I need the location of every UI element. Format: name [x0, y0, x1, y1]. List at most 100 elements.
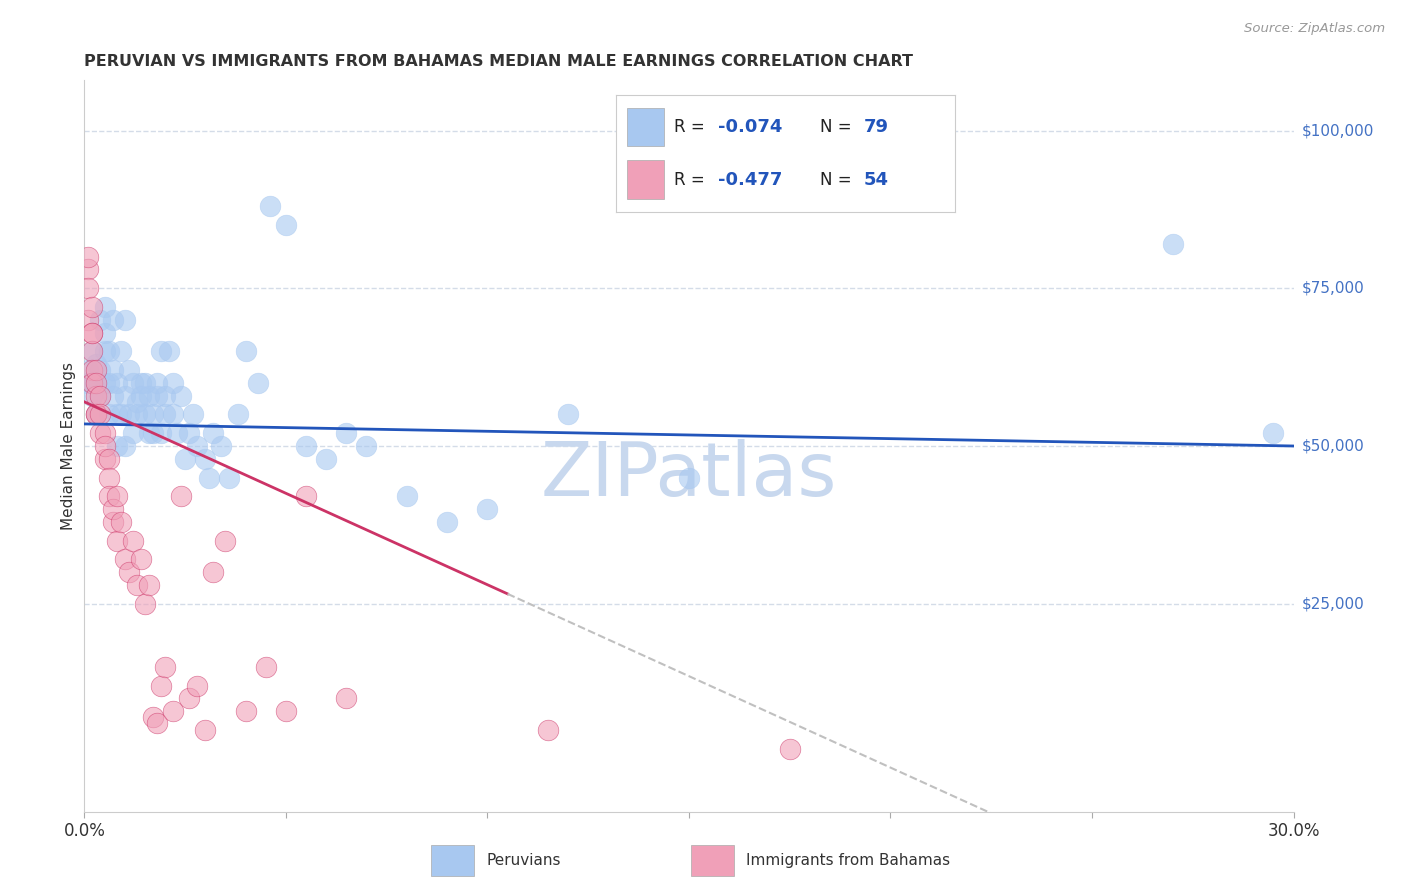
- Point: [162, 408, 184, 422]
- Text: R =: R =: [673, 170, 710, 189]
- Point: [209, 439, 232, 453]
- Point: [93, 376, 115, 390]
- Point: [129, 552, 152, 566]
- Text: N =: N =: [820, 170, 856, 189]
- Point: [101, 363, 124, 377]
- Point: [77, 262, 100, 277]
- Point: [105, 490, 128, 504]
- Point: [77, 363, 100, 377]
- Point: [93, 344, 115, 359]
- Text: PERUVIAN VS IMMIGRANTS FROM BAHAMAS MEDIAN MALE EARNINGS CORRELATION CHART: PERUVIAN VS IMMIGRANTS FROM BAHAMAS MEDI…: [84, 54, 914, 70]
- Point: [335, 426, 357, 441]
- Point: [86, 376, 108, 390]
- Point: [235, 704, 257, 718]
- Point: [82, 326, 104, 340]
- Point: [138, 578, 160, 592]
- Text: -0.477: -0.477: [718, 170, 782, 189]
- Point: [86, 363, 108, 377]
- Point: [146, 388, 169, 402]
- Point: [259, 199, 281, 213]
- Point: [82, 376, 104, 390]
- Point: [86, 408, 108, 422]
- Point: [82, 388, 104, 402]
- Text: 54: 54: [863, 170, 889, 189]
- Point: [134, 597, 156, 611]
- Bar: [430, 846, 474, 876]
- Point: [557, 408, 579, 422]
- Point: [335, 691, 357, 706]
- Point: [186, 679, 208, 693]
- Point: [174, 451, 197, 466]
- Point: [162, 704, 184, 718]
- Point: [142, 710, 165, 724]
- Point: [97, 408, 120, 422]
- Point: [114, 388, 136, 402]
- Point: [97, 470, 120, 484]
- Point: [105, 376, 128, 390]
- Point: [105, 408, 128, 422]
- Point: [114, 552, 136, 566]
- Point: [93, 451, 115, 466]
- Point: [86, 357, 108, 371]
- Text: Immigrants from Bahamas: Immigrants from Bahamas: [747, 854, 950, 868]
- Point: [105, 439, 128, 453]
- Point: [89, 388, 111, 402]
- Point: [179, 691, 201, 706]
- Point: [162, 376, 184, 390]
- Point: [110, 344, 132, 359]
- Point: [82, 363, 104, 377]
- Text: $25,000: $25,000: [1302, 596, 1365, 611]
- Point: [89, 426, 111, 441]
- Point: [194, 723, 217, 737]
- Point: [149, 426, 172, 441]
- Point: [194, 451, 217, 466]
- Point: [246, 376, 269, 390]
- Point: [138, 388, 160, 402]
- Point: [110, 515, 132, 529]
- Point: [235, 344, 257, 359]
- Point: [274, 219, 297, 233]
- Point: [101, 313, 124, 327]
- Point: [274, 704, 297, 718]
- Point: [436, 515, 458, 529]
- Point: [101, 502, 124, 516]
- Point: [125, 395, 148, 409]
- Point: [114, 439, 136, 453]
- Point: [166, 426, 188, 441]
- Point: [86, 388, 108, 402]
- Point: [1263, 426, 1285, 441]
- Point: [1161, 237, 1184, 252]
- Point: [89, 313, 111, 327]
- Text: Source: ZipAtlas.com: Source: ZipAtlas.com: [1244, 22, 1385, 36]
- Point: [537, 723, 560, 737]
- Text: $50,000: $50,000: [1302, 439, 1365, 453]
- Point: [118, 363, 141, 377]
- Bar: [627, 161, 664, 199]
- Point: [121, 376, 143, 390]
- Point: [121, 533, 143, 548]
- Point: [86, 408, 108, 422]
- Point: [93, 439, 115, 453]
- Point: [149, 344, 172, 359]
- Point: [153, 408, 176, 422]
- Point: [134, 408, 156, 422]
- Point: [89, 408, 111, 422]
- Point: [181, 408, 204, 422]
- Point: [86, 408, 108, 422]
- Point: [149, 679, 172, 693]
- Point: [179, 426, 201, 441]
- Point: [146, 716, 169, 731]
- Point: [678, 470, 700, 484]
- Point: [93, 326, 115, 340]
- Y-axis label: Median Male Earnings: Median Male Earnings: [60, 362, 76, 530]
- Point: [89, 388, 111, 402]
- Point: [97, 490, 120, 504]
- Point: [125, 578, 148, 592]
- Point: [142, 426, 165, 441]
- Text: 79: 79: [863, 118, 889, 136]
- Point: [254, 659, 277, 673]
- Text: R =: R =: [673, 118, 710, 136]
- Point: [101, 515, 124, 529]
- Point: [93, 426, 115, 441]
- Point: [101, 388, 124, 402]
